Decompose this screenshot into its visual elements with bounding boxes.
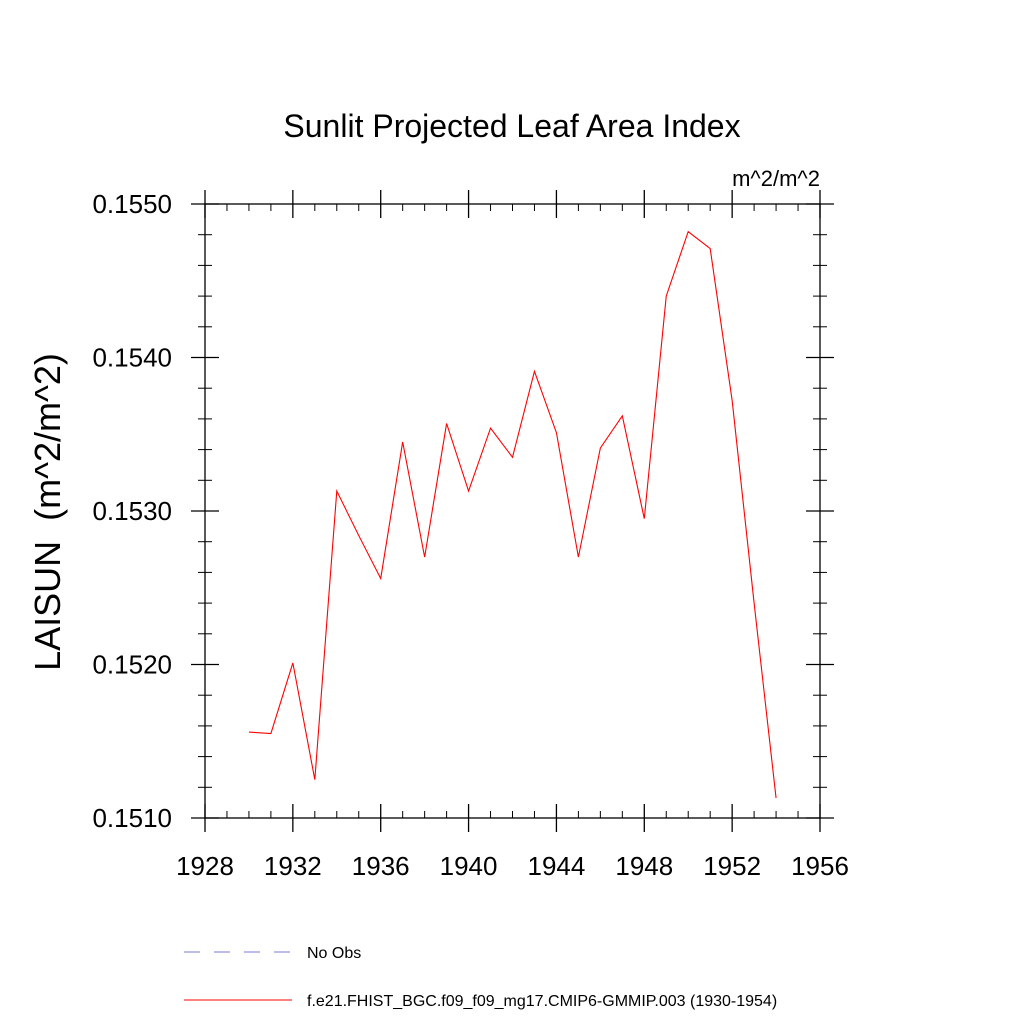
x-tick-label: 1940 [440, 851, 498, 881]
legend-label-model-run: f.e21.FHIST_BGC.f09_f09_mg17.CMIP6-GMMIP… [307, 993, 777, 1010]
axis-ticks [191, 190, 834, 832]
plot-frame [204, 203, 821, 819]
x-tick-label: 1928 [176, 851, 234, 881]
x-tick-label: 1936 [352, 851, 410, 881]
legend-label-no-obs: No Obs [307, 945, 361, 962]
y-tick-label: 0.1510 [92, 803, 172, 833]
units-label: m^2/m^2 [732, 166, 820, 191]
series-line [248, 230, 777, 799]
legend: No Obs f.e21.FHIST_BGC.f09_f09_mg17.CMIP… [184, 945, 777, 1010]
y-axis-label: LAISUN (m^2/m^2) [27, 353, 68, 671]
y-tick-label: 0.1550 [92, 189, 172, 219]
x-tick-label: 1956 [791, 851, 849, 881]
x-tick-label: 1932 [264, 851, 322, 881]
chart-title: Sunlit Projected Leaf Area Index [283, 108, 740, 144]
x-tick-label: 1948 [615, 851, 673, 881]
y-tick-label: 0.1530 [92, 496, 172, 526]
y-tick-label: 0.1520 [92, 650, 172, 680]
y-tick-label: 0.1540 [92, 343, 172, 373]
x-tick-label: 1952 [703, 851, 761, 881]
axis-tick-labels: 1928 1932 1936 1940 1944 1948 1952 1956 0.1510 0.… [92, 189, 848, 881]
x-tick-label: 1944 [528, 851, 586, 881]
series-layer [248, 230, 777, 799]
